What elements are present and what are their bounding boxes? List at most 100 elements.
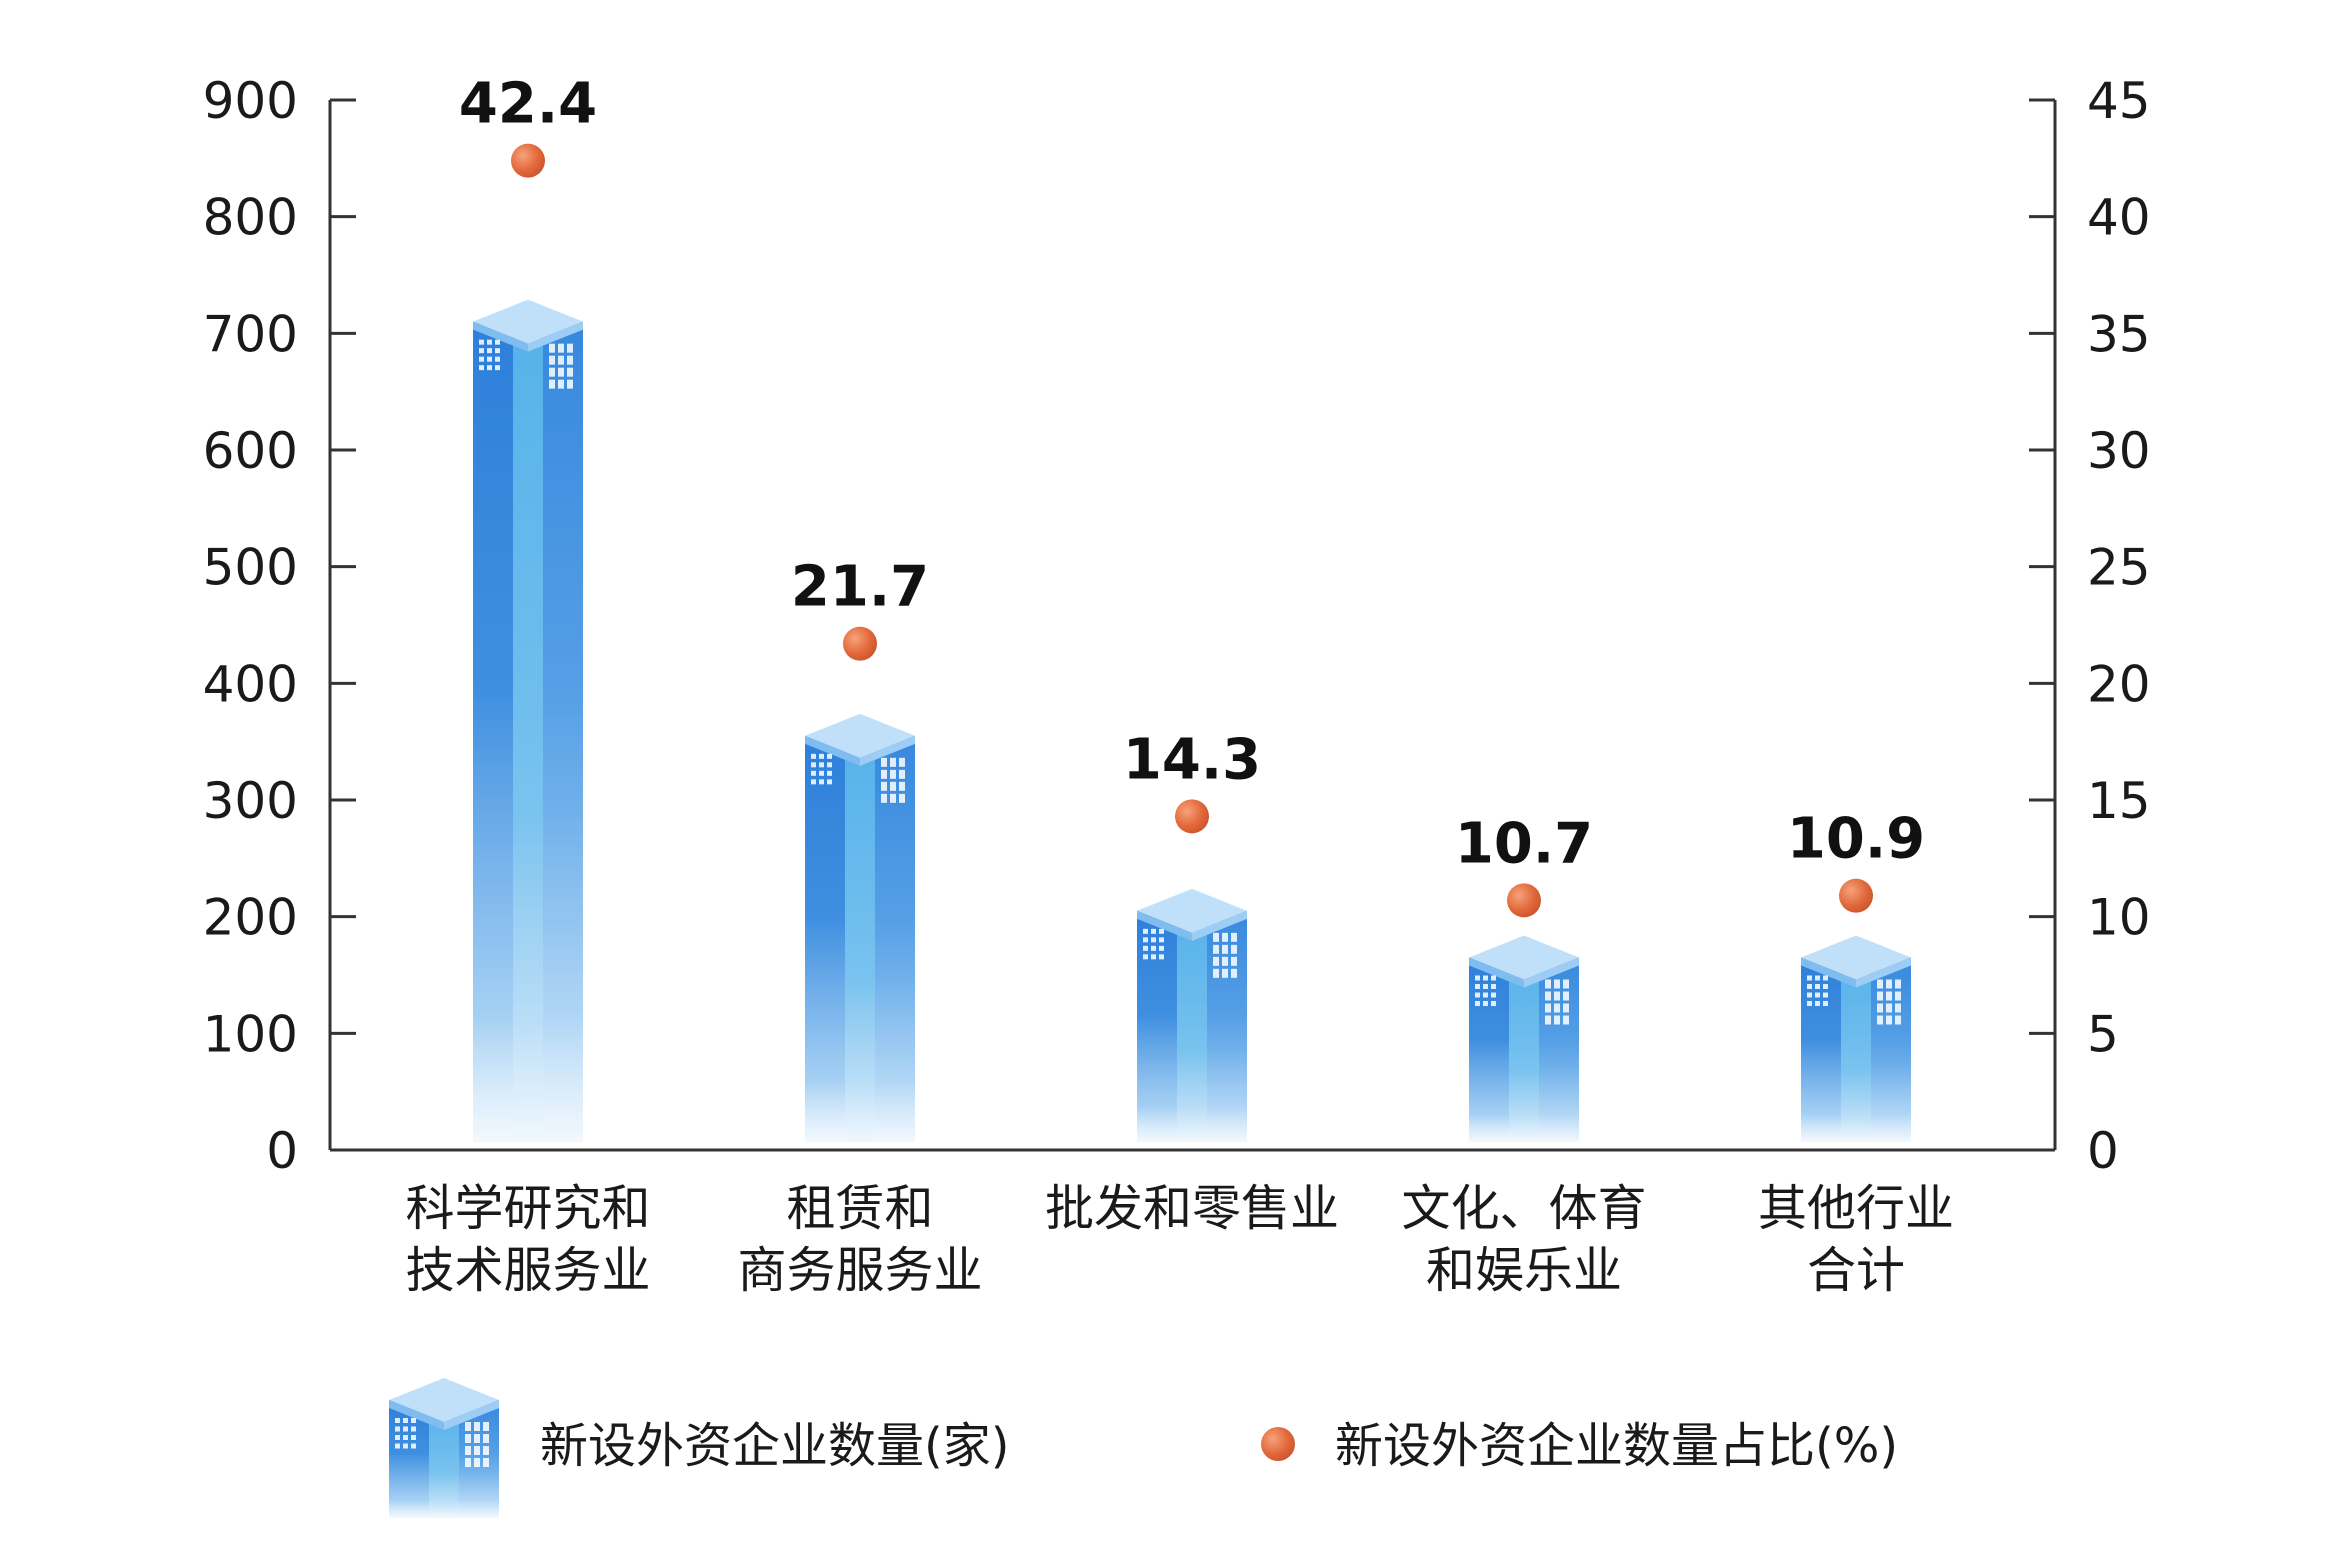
window-pane [403, 1418, 408, 1423]
window-pane [881, 781, 887, 791]
window-pane [899, 757, 905, 767]
window-pane [819, 753, 824, 759]
window-pane [1545, 1003, 1551, 1013]
legend: 新设外资企业数量(家) 新设外资企业数量占比(%) [389, 1378, 1898, 1518]
window-pane [549, 355, 555, 365]
bar-roof-edge-right [860, 735, 915, 766]
window-pane [1483, 992, 1488, 998]
window-pane [1877, 1003, 1883, 1013]
window-pane [465, 1458, 471, 1467]
window-pane [479, 348, 484, 354]
legend-dot-icon [1261, 1427, 1295, 1461]
window-pane [1151, 945, 1156, 951]
window-pane [827, 762, 832, 768]
bar-roof-edge-right [444, 1400, 499, 1430]
bar-center-column [1841, 964, 1871, 1142]
window-pane [1475, 984, 1480, 989]
legend-item-bars: 新设外资企业数量(家) [389, 1378, 1009, 1518]
window-pane [1563, 979, 1569, 989]
category-label: 批发和零售业 [1045, 1180, 1339, 1237]
legend-label-bars: 新设外资企业数量(家) [540, 1418, 1009, 1474]
window-pane [495, 339, 500, 345]
point-2 [1175, 799, 1209, 834]
window-pane [1815, 1001, 1820, 1006]
data-label-0: 42.4 [459, 72, 597, 137]
bar-center-column [845, 742, 875, 1142]
window-pane [1222, 968, 1228, 978]
window-pane [1151, 928, 1156, 934]
window-pane [487, 365, 492, 371]
window-pane [1491, 1001, 1496, 1006]
category-label: 技术服务业 [405, 1242, 650, 1299]
point-3 [1507, 883, 1541, 918]
window-pane [1222, 956, 1228, 966]
window-pane [403, 1435, 408, 1440]
window-pane [1491, 984, 1496, 989]
window-pane [1483, 975, 1488, 981]
y-left-tick-label: 300 [203, 772, 298, 830]
window-pane [479, 356, 484, 362]
y-right-tick-label: 15 [2087, 772, 2151, 830]
window-pane [1886, 979, 1892, 989]
dots [511, 143, 1873, 918]
window-pane [899, 781, 905, 791]
data-label-4: 10.9 [1787, 807, 1925, 872]
window-pane [881, 793, 887, 803]
y-left-tick-label: 0 [266, 1122, 298, 1180]
window-pane [881, 769, 887, 779]
y-left-tick-label: 800 [203, 189, 298, 247]
y-right-tick-label: 30 [2087, 422, 2151, 480]
legend-item-dots: 新设外资企业数量占比(%) [1261, 1418, 1898, 1474]
window-pane [403, 1443, 408, 1449]
window-pane [1231, 968, 1237, 978]
window-pane [483, 1458, 489, 1467]
window-pane [465, 1422, 471, 1431]
window-pane [483, 1422, 489, 1431]
category-label: 科学研究和 [405, 1180, 650, 1237]
window-pane [567, 355, 573, 365]
window-pane [890, 769, 896, 779]
category-label: 合计 [1807, 1242, 1905, 1299]
category-label: 文化、体育 [1401, 1180, 1646, 1237]
window-pane [890, 781, 896, 791]
window-pane [827, 753, 832, 759]
window-pane [403, 1426, 408, 1432]
window-pane [1815, 992, 1820, 998]
window-pane [395, 1435, 400, 1440]
window-pane [1554, 1003, 1560, 1013]
y-right-tick-label: 10 [2087, 889, 2151, 947]
window-pane [1895, 1015, 1901, 1025]
bar-3 [1469, 935, 1579, 1142]
data-label-2: 14.3 [1123, 727, 1261, 792]
window-pane [558, 355, 564, 365]
window-pane [1475, 992, 1480, 998]
window-pane [487, 356, 492, 362]
y-right-tick-label: 20 [2087, 655, 2151, 713]
bar-0 [473, 299, 583, 1143]
window-pane [1823, 984, 1828, 989]
y-left-tick-label: 200 [203, 889, 298, 947]
axes: 0 100 200 300 400 500 600 700 800 900 0 5 10 15 20 25 30… [203, 72, 2151, 1180]
window-pane [819, 779, 824, 785]
window-pane [411, 1426, 416, 1432]
category-label: 商务服务业 [737, 1242, 982, 1299]
window-pane [395, 1418, 400, 1423]
window-pane [495, 348, 500, 354]
window-pane [1895, 1003, 1901, 1013]
y-right-tick-label: 40 [2087, 189, 2151, 247]
window-pane [1159, 928, 1164, 934]
bar-2 [1137, 888, 1247, 1142]
window-pane [1143, 945, 1148, 951]
window-pane [1807, 1001, 1812, 1006]
window-pane [549, 343, 555, 353]
window-pane [1815, 975, 1820, 981]
window-pane [899, 769, 905, 779]
window-pane [890, 757, 896, 767]
window-pane [487, 339, 492, 345]
window-pane [567, 367, 573, 377]
window-pane [1886, 1003, 1892, 1013]
window-pane [1491, 975, 1496, 981]
window-pane [411, 1418, 416, 1423]
bar-roof-edge-left [1801, 957, 1856, 988]
bar-roof-edge-left [805, 735, 860, 766]
